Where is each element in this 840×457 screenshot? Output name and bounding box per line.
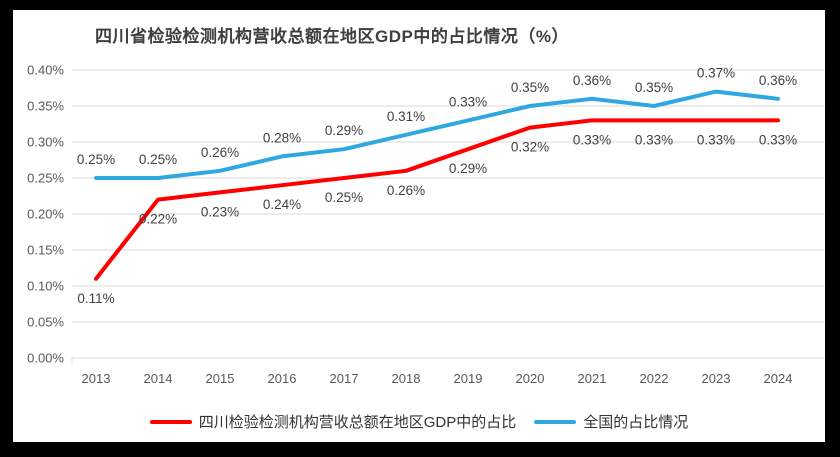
x-axis-tick-label: 2015: [206, 371, 235, 386]
data-point-label: 0.25%: [325, 190, 363, 205]
x-axis-tick-label: 2017: [330, 371, 359, 386]
legend-label-sichuan: 四川检验检测机构营收总额在地区GDP中的占比: [198, 414, 517, 431]
series-line-0: [94, 118, 780, 281]
data-point-label: 0.11%: [77, 291, 114, 306]
data-point-label: 0.23%: [201, 204, 239, 219]
y-axis-tick-label: 0.00%: [27, 351, 64, 366]
data-point-label: 0.25%: [77, 152, 115, 167]
x-axis-tick-label: 2019: [454, 371, 483, 386]
y-axis-tick-label: 0.05%: [27, 315, 64, 330]
data-point-label: 0.26%: [201, 145, 239, 160]
legend-swatch-sichuan-line: [149, 419, 192, 424]
x-axis-tick-label: 2018: [392, 371, 421, 386]
y-axis-tick-label: 0.25%: [27, 171, 64, 186]
x-axis-tick-label: 2014: [144, 371, 173, 386]
chart-title: 四川省检验检测机构营收总额在地区GDP中的占比情况（%）: [95, 27, 569, 46]
y-axis-tick-label: 0.15%: [27, 243, 64, 258]
series-line-1: [94, 89, 780, 180]
legend-swatch-national-line: [534, 419, 577, 424]
data-point-label: 0.31%: [387, 109, 425, 124]
data-point-label: 0.35%: [635, 80, 673, 95]
x-axis-tick-label: 2023: [702, 371, 731, 386]
x-axis-tick-label: 2022: [640, 371, 669, 386]
data-point-label: 0.36%: [573, 73, 611, 88]
data-point-label: 0.26%: [387, 183, 425, 198]
data-point-label: 0.32%: [511, 140, 549, 155]
y-axis-tick-label: 0.40%: [27, 63, 64, 78]
data-point-label: 0.33%: [697, 132, 735, 147]
x-axis-tick-label: 2013: [82, 371, 111, 386]
data-point-label: 0.33%: [573, 132, 611, 147]
x-axis-tick-label: 2021: [578, 371, 607, 386]
y-axis-tick-label: 0.35%: [27, 99, 64, 114]
data-point-label: 0.22%: [139, 212, 177, 227]
data-point-label: 0.37%: [697, 66, 735, 81]
legend: 四川检验检测机构营收总额在地区GDP中的占比 全国的占比情况: [13, 411, 825, 432]
chart-canvas: 四川省检验检测机构营收总额在地区GDP中的占比情况（%） 0.40% 0.35% 0…: [13, 10, 825, 442]
data-point-label: 0.33%: [759, 132, 797, 147]
data-point-label: 0.28%: [263, 130, 301, 145]
data-point-label: 0.29%: [325, 123, 363, 138]
y-axis-tick-label: 0.20%: [27, 207, 64, 222]
y-axis-tick-label: 0.10%: [27, 279, 64, 294]
data-point-label: 0.29%: [449, 161, 487, 176]
data-point-label: 0.33%: [449, 94, 487, 109]
x-axis-tick-label: 2020: [516, 371, 545, 386]
x-axis-tick-label: 2024: [764, 371, 793, 386]
x-axis-tick-label: 2016: [268, 371, 297, 386]
data-point-label: 0.25%: [139, 152, 177, 167]
y-axis-tick-label: 0.30%: [27, 135, 64, 150]
data-point-label: 0.33%: [635, 132, 673, 147]
data-point-label: 0.35%: [511, 80, 549, 95]
data-point-label: 0.24%: [263, 197, 301, 212]
line-chart: 0.40% 0.35% 0.30% 0.25% 0.20% 0.15% 0.10% 0.05%…: [27, 63, 825, 386]
data-point-label: 0.36%: [759, 73, 797, 88]
legend-label-national: 全国的占比情况: [583, 414, 689, 431]
